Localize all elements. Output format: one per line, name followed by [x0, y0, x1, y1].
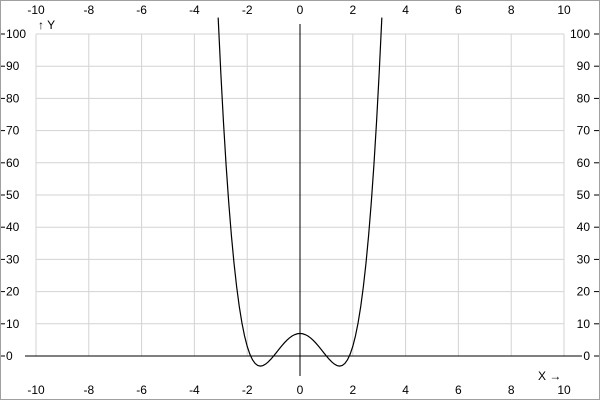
y-tick-label-right: 30: [577, 252, 591, 266]
y-tick-label-left: 90: [6, 59, 20, 73]
y-tick-label-left: 20: [6, 285, 20, 299]
y-tick-label-left: 40: [6, 220, 20, 234]
y-axis-label: ↑ Y: [38, 18, 55, 32]
y-tick-label-left: 80: [6, 91, 20, 105]
x-tick-label-bottom: 6: [455, 383, 462, 397]
x-tick-label-top: 4: [402, 3, 409, 17]
x-tick-label-top: 0: [297, 3, 304, 17]
y-tick-label-left: 50: [6, 188, 20, 202]
x-tick-label-bottom: 10: [557, 383, 571, 397]
x-axis-label: X →: [538, 369, 561, 383]
x-tick-label-top: -4: [189, 3, 200, 17]
y-tick-label-right: 0: [583, 349, 590, 363]
y-tick-label-right: 90: [577, 59, 591, 73]
x-tick-label-bottom: 2: [349, 383, 356, 397]
y-tick-label-right: 10: [577, 317, 591, 331]
y-tick-label-right: 100: [570, 27, 590, 41]
y-tick-label-left: 70: [6, 124, 20, 138]
x-tick-label-top: -6: [136, 3, 147, 17]
axes: [25, 24, 582, 376]
function-curve: [217, 17, 383, 367]
y-tick-label-left: 100: [6, 27, 26, 41]
x-tick-label-top: 6: [455, 3, 462, 17]
x-tick-label-top: 8: [508, 3, 515, 17]
x-tick-label-bottom: -10: [27, 383, 45, 397]
x-tick-label-top: -10: [27, 3, 45, 17]
x-tick-label-bottom: 0: [297, 383, 304, 397]
y-tick-label-right: 80: [577, 91, 591, 105]
x-tick-label-bottom: -4: [189, 383, 200, 397]
x-tick-label-bottom: 4: [402, 383, 409, 397]
y-tick-label-left: 60: [6, 156, 20, 170]
x-tick-label-top: -2: [242, 3, 253, 17]
x-tick-label-top: 2: [349, 3, 356, 17]
x-tick-label-top: 10: [557, 3, 571, 17]
x-tick-label-bottom: 8: [508, 383, 515, 397]
y-tick-label-left: 0: [6, 349, 13, 363]
x-tick-label-top: -8: [83, 3, 94, 17]
y-tick-label-left: 10: [6, 317, 20, 331]
x-tick-label-bottom: -2: [242, 383, 253, 397]
y-tick-label-right: 50: [577, 188, 591, 202]
y-tick-label-right: 60: [577, 156, 591, 170]
y-tick-label-right: 20: [577, 285, 591, 299]
y-tick-label-right: 70: [577, 124, 591, 138]
x-tick-label-bottom: -6: [136, 383, 147, 397]
y-tick-label-left: 30: [6, 252, 20, 266]
y-tick-label-right: 40: [577, 220, 591, 234]
x-tick-label-bottom: -8: [83, 383, 94, 397]
